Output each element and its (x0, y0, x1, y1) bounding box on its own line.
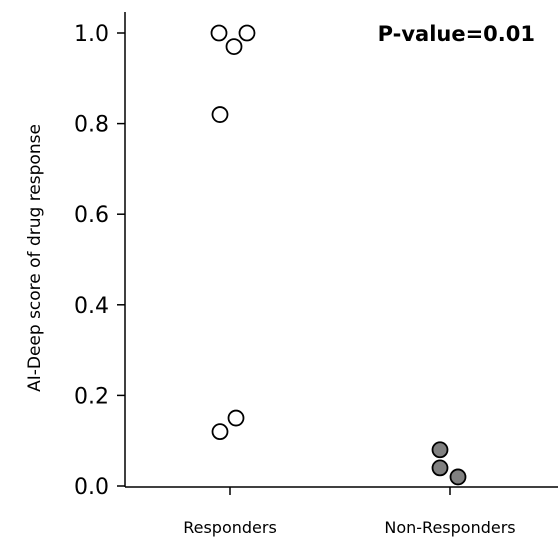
data-point (227, 409, 245, 427)
y-tick-label: 0.4 (74, 294, 109, 319)
y-tick-label: 0.8 (74, 113, 109, 138)
y-ticks: 0.0 0.2 0.4 0.6 0.8 1.0 (74, 22, 125, 500)
data-point (431, 441, 449, 459)
y-tick-label: 1.0 (74, 22, 109, 47)
x-ticks: Responders Non-Responders (183, 487, 516, 537)
data-point (449, 468, 467, 486)
y-tick-label: 0.2 (74, 384, 109, 409)
axes (124, 12, 558, 488)
y-tick-label: 0.0 (74, 475, 109, 500)
data-point (211, 423, 229, 441)
y-axis-title: AI-Deep score of drug response (25, 124, 45, 392)
p-value-annotation: P-value=0.01 (378, 22, 535, 46)
data-point (238, 24, 256, 42)
data-point (210, 24, 228, 42)
y-tick-label: 0.6 (74, 203, 109, 228)
x-tick-label: Responders (183, 518, 277, 537)
data-point (225, 38, 243, 55)
data-point (431, 459, 449, 477)
data-points (210, 24, 467, 486)
x-tick-label: Non-Responders (384, 518, 515, 537)
data-point (211, 106, 229, 123)
